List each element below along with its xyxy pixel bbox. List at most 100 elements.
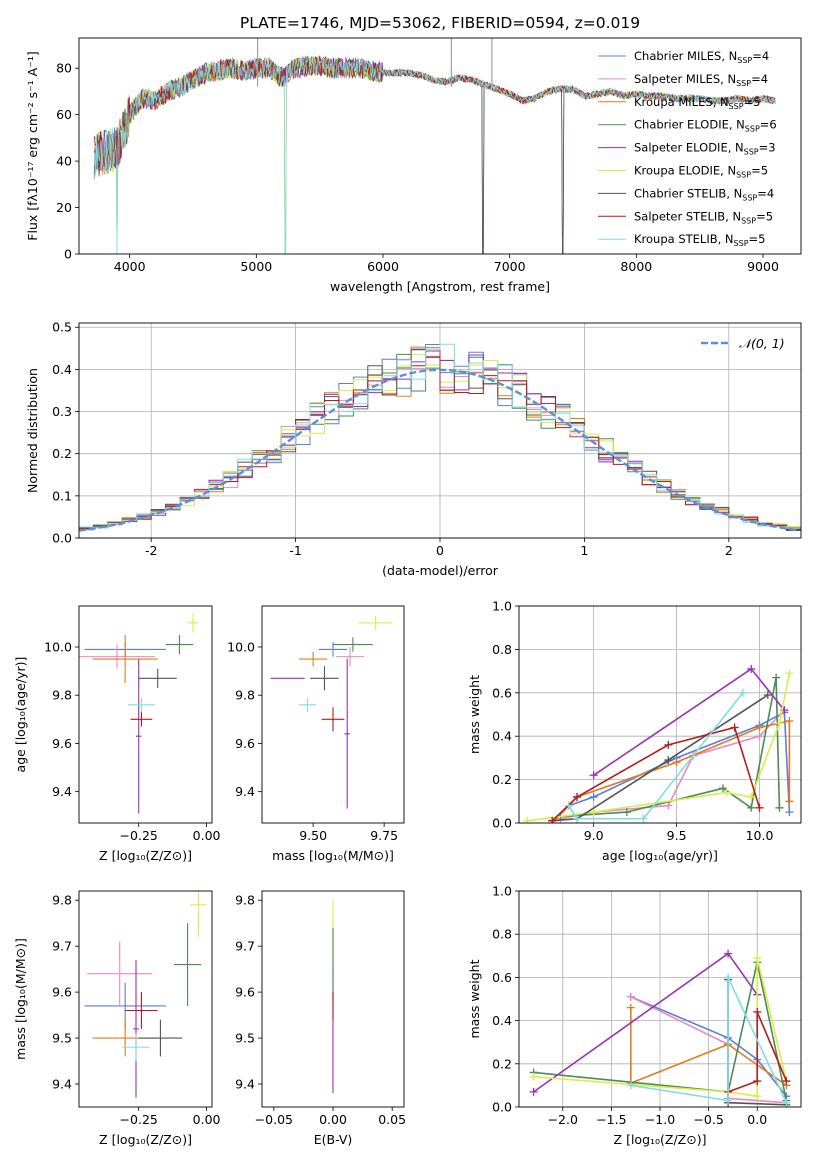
x-tick-label: −1.0 — [645, 1112, 675, 1127]
y-tick-label: 9.7 — [235, 939, 255, 954]
x-tick-label: −0.05 — [255, 1112, 293, 1127]
histogram-kroupa-stelib — [79, 343, 801, 529]
weight-line-chabrier-miles — [568, 711, 791, 813]
weight-marker — [548, 816, 557, 823]
weight-marker — [747, 664, 756, 673]
spectrum-line-kroupa-stelib — [93, 55, 776, 254]
weight-marker — [753, 1092, 762, 1101]
panel-mass_vs_Z: −0.25 0.00 9.4 9.5 9.6 9.7 9.8 Z [log₁₀(Z/Z⊙)] m… — [13, 890, 221, 1147]
x-axis-label: mass [log₁₀(M/M⊙)] — [272, 848, 394, 863]
plot-area — [529, 949, 791, 1107]
x-tick-label: 9.50 — [299, 828, 327, 843]
panel-spectrum: 4000 5000 6000 7000 8000 9000 0 20 40 60 80 wavelen… — [25, 37, 802, 294]
legend-name: Kroupa ELODIE, N — [634, 164, 736, 178]
weight-marker — [724, 1096, 733, 1105]
x-tick-label: 0.0 — [747, 1112, 767, 1127]
weight-marker — [753, 953, 762, 962]
y-tick-label: 0.0 — [52, 531, 72, 546]
weight-marker — [782, 1098, 791, 1107]
legend-name: Salpeter STELIB, N — [634, 209, 741, 223]
x-tick-label: 0.00 — [319, 1112, 347, 1127]
y-tick-label: 9.8 — [235, 893, 255, 908]
x-axis-label: wavelength [Angstrom, rest frame] — [330, 279, 550, 294]
legend-suffix: =4 — [757, 186, 774, 200]
weight-marker — [672, 758, 681, 767]
y-tick-label: 0.8 — [492, 927, 512, 942]
weight-marker — [755, 732, 764, 741]
weight-marker — [573, 792, 582, 801]
y-tick-label: 40 — [56, 154, 72, 169]
weight-marker — [722, 788, 731, 797]
x-tick-label: 0.00 — [193, 1112, 221, 1127]
legend-sub: SSP — [744, 148, 759, 157]
legend-sub: SSP — [729, 102, 744, 111]
legend-name: Chabrier ELODIE, N — [634, 118, 745, 132]
x-tick-label: -1 — [289, 543, 301, 558]
y-axis-label: age [log₁₀(age/yr)] — [13, 657, 28, 773]
y-tick-label: 9.8 — [235, 688, 255, 703]
legend-label-normal: 𝒩(0, 1) — [739, 336, 785, 351]
weight-marker — [730, 723, 739, 732]
legend-entry: Salpeter STELIB, NSSP=5 — [634, 209, 773, 225]
y-axis-label: mass weight — [467, 959, 482, 1038]
legend-entry: Kroupa ELODIE, NSSP=5 — [634, 164, 768, 180]
plot-layer: 4000 5000 6000 7000 8000 9000020406080wavelen… — [13, 37, 802, 1147]
panel-mass_weight_vs_age: 9.0 9.5 10.0 0.0 0.2 0.4 0.6 0.8 1.0 age [log₁₀(a… — [467, 599, 802, 863]
y-axis-label: Normed distribution — [25, 368, 40, 493]
y-tick-label: 9.4 — [52, 1077, 72, 1092]
plot-area — [79, 343, 801, 532]
x-tick-label: 10.0 — [746, 828, 774, 843]
weight-marker — [785, 717, 794, 726]
weight-marker — [785, 797, 794, 806]
x-tick-label: 9.75 — [370, 828, 398, 843]
y-tick-label: 9.4 — [235, 1077, 255, 1092]
axes-frame — [78, 37, 802, 255]
x-tick-label: -2 — [145, 543, 157, 558]
weight-line-kroupa-stelib — [630, 977, 788, 1104]
x-tick-label: 9000 — [747, 259, 779, 274]
weight-marker — [529, 1087, 538, 1096]
legend-entry: Chabrier ELODIE, NSSP=6 — [634, 118, 777, 134]
axes-frame — [518, 890, 802, 1108]
x-tick-label: 7000 — [494, 259, 526, 274]
weight-marker — [626, 992, 635, 1001]
legend-name: Chabrier STELIB, N — [634, 186, 742, 200]
plot-area — [84, 891, 207, 1098]
legend-suffix: =3 — [759, 141, 776, 155]
y-tick-label: 0.6 — [492, 685, 512, 700]
weight-marker — [664, 740, 673, 749]
legend-entry: Kroupa MILES, NSSP=5 — [634, 95, 760, 111]
y-tick-label: 9.4 — [235, 784, 255, 799]
y-tick-label: 9.5 — [52, 1031, 72, 1046]
weight-marker — [753, 1077, 762, 1086]
weight-marker — [775, 719, 784, 728]
weight-marker — [772, 673, 781, 682]
x-axis-label: Z [log₁₀(Z/Z⊙)] — [99, 848, 192, 863]
panel-residuals: -2 -1 0 1 2 0.0 0.1 0.2 0.3 0.4 0.5 (data-model)/er… — [25, 320, 802, 578]
x-tick-label: −0.25 — [120, 1112, 158, 1127]
y-tick-label: 0.5 — [52, 320, 72, 335]
y-tick-label: 9.6 — [52, 985, 72, 1000]
legend-sub: SSP — [745, 125, 760, 134]
legend-suffix: =5 — [751, 164, 768, 178]
weight-marker — [724, 973, 733, 982]
legend-name: Chabrier MILES, N — [634, 49, 737, 63]
x-tick-label: 9.5 — [667, 828, 687, 843]
x-tick-label: 1 — [580, 543, 588, 558]
y-tick-label: 9.4 — [52, 784, 72, 799]
y-tick-label: 9.5 — [235, 1031, 255, 1046]
weight-marker — [755, 723, 764, 732]
y-tick-label: 80 — [56, 61, 72, 76]
legend-name: Salpeter MILES, N — [634, 72, 736, 86]
legend-entry: Chabrier MILES, NSSP=4 — [634, 49, 769, 65]
y-tick-label: 10.0 — [44, 639, 72, 654]
x-axis-label: (data-model)/error — [382, 563, 499, 578]
x-axis-label: Z [log₁₀(Z/Z⊙)] — [99, 1132, 192, 1147]
y-tick-label: 0.0 — [492, 816, 512, 831]
weight-marker — [626, 1081, 635, 1090]
plot-area — [523, 664, 794, 823]
weight-marker — [664, 756, 673, 765]
y-axis-label: mass weight — [467, 675, 482, 754]
legend-entry: Kroupa STELIB, NSSP=5 — [634, 232, 765, 248]
weight-marker — [626, 1003, 635, 1012]
